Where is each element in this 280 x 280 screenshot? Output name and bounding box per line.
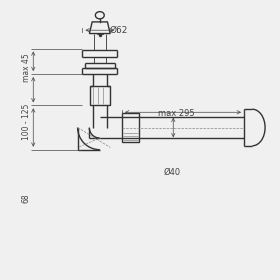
Text: max 295: max 295 <box>158 109 194 118</box>
Text: 100 - 125: 100 - 125 <box>22 104 31 140</box>
Text: Ø40: Ø40 <box>163 167 180 176</box>
Text: 68: 68 <box>22 193 31 203</box>
Polygon shape <box>89 22 110 34</box>
Text: max 45: max 45 <box>22 53 31 82</box>
Bar <box>122 113 139 142</box>
Text: Ø62: Ø62 <box>110 26 129 35</box>
Bar <box>90 86 110 105</box>
